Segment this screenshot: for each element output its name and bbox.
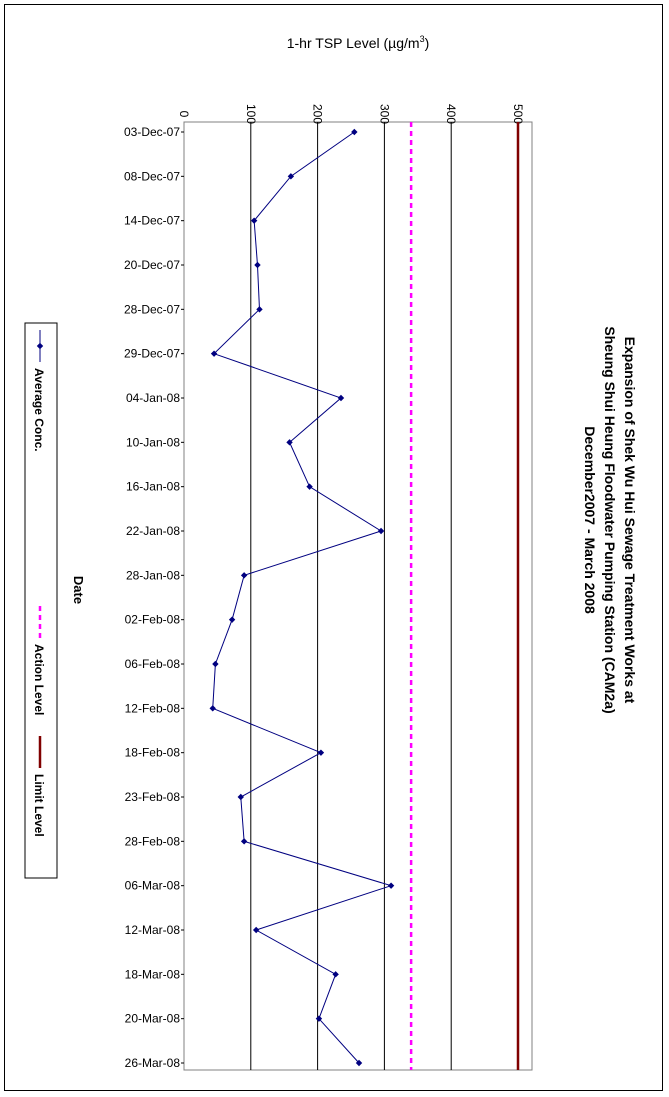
data-point [210, 350, 218, 357]
x-tick-label: 08-Dec-07 [124, 169, 180, 183]
x-tick-label: 23-Feb-08 [125, 790, 181, 804]
plot-area [183, 121, 533, 1071]
data-point [387, 882, 395, 889]
data-point [287, 173, 295, 180]
x-tick-label: 14-Dec-07 [124, 214, 180, 228]
data-point [377, 527, 385, 535]
data-point [237, 793, 244, 801]
data-point [286, 439, 293, 446]
x-tick-label: 28-Dec-07 [124, 302, 180, 316]
x-tick-label: 18-Mar-08 [125, 967, 181, 981]
data-point [337, 394, 345, 402]
y-tick-label: 300 [377, 104, 391, 124]
legend-average-conc-label: Average Conc. [32, 368, 46, 452]
data-point [252, 926, 260, 934]
x-tick-label: 20-Dec-07 [124, 258, 180, 272]
legend-average-conc-marker [36, 342, 44, 350]
data-point [317, 749, 325, 756]
data-point [212, 660, 219, 668]
x-tick-label: 18-Feb-08 [125, 746, 181, 760]
data-point [209, 705, 216, 712]
grid-lines [250, 122, 519, 1070]
y-tick-labels: 0 100 200 300 400 500 [177, 104, 525, 124]
chart-title-line: December2007 - March 2008 [582, 426, 598, 614]
chart-title-line: Sheung Shui Heung Floodwater Pumping Sta… [602, 326, 618, 713]
x-tick-label: 03-Dec-07 [124, 125, 180, 139]
x-tick-label: 02-Feb-08 [125, 613, 181, 627]
data-point [315, 1015, 323, 1022]
legend-limit-level-label: Limit Level [32, 774, 46, 837]
data-point [240, 838, 248, 845]
x-tick-label: 06-Mar-08 [125, 879, 181, 893]
series-line [212, 131, 393, 1064]
data-point [256, 306, 263, 313]
x-tick-label: 26-Mar-08 [125, 1056, 181, 1070]
data-point [332, 971, 339, 978]
x-tick-label: 20-Mar-08 [125, 1012, 181, 1026]
y-tick-label: 100 [244, 104, 258, 124]
data-point [254, 261, 261, 269]
x-tick-label: 04-Jan-08 [126, 391, 180, 405]
y-tick-label: 500 [511, 104, 525, 124]
x-tick-label: 06-Feb-08 [125, 657, 181, 671]
data-point [240, 572, 248, 579]
x-tick-label: 10-Jan-08 [126, 435, 180, 449]
x-tick-label: 28-Feb-08 [125, 834, 181, 848]
legend-box [24, 322, 58, 879]
data-point [250, 217, 258, 224]
chart-title-line: Expansion of Shek Wu Hui Sewage Treatmen… [622, 337, 638, 704]
reference-lines [409, 122, 520, 1070]
data-point [351, 128, 358, 136]
chart-frame [4, 4, 663, 1091]
data-point [228, 616, 236, 623]
x-tick-label: 16-Jan-08 [126, 480, 180, 494]
legend-action-level-label: Action Level [32, 644, 46, 715]
x-tick-label: 29-Dec-07 [124, 347, 180, 361]
y-tick-label: 200 [311, 104, 325, 124]
legend: Average Conc. Action Level Limit Level [24, 322, 58, 879]
x-tick-label: 12-Mar-08 [125, 923, 181, 937]
data-point [355, 1059, 363, 1067]
chart-title: Expansion of Shek Wu Hui Sewage Treatmen… [582, 326, 638, 713]
x-axis-title: Date [71, 576, 86, 604]
x-tick-label: 12-Feb-08 [125, 701, 181, 715]
y-axis-title: 1-hr TSP Level (µg/m3) [287, 34, 430, 51]
data-point [306, 483, 313, 490]
y-tick-label: 400 [444, 104, 458, 124]
x-tick-labels: 03-Dec-07 08-Dec-07 14-Dec-07 20-Dec-07 28-D… [124, 125, 184, 1070]
series-average-conc [209, 128, 395, 1067]
y-tick-label: 0 [177, 111, 191, 118]
x-tick-label: 22-Jan-08 [126, 524, 180, 538]
x-tick-label: 28-Jan-08 [126, 568, 180, 582]
